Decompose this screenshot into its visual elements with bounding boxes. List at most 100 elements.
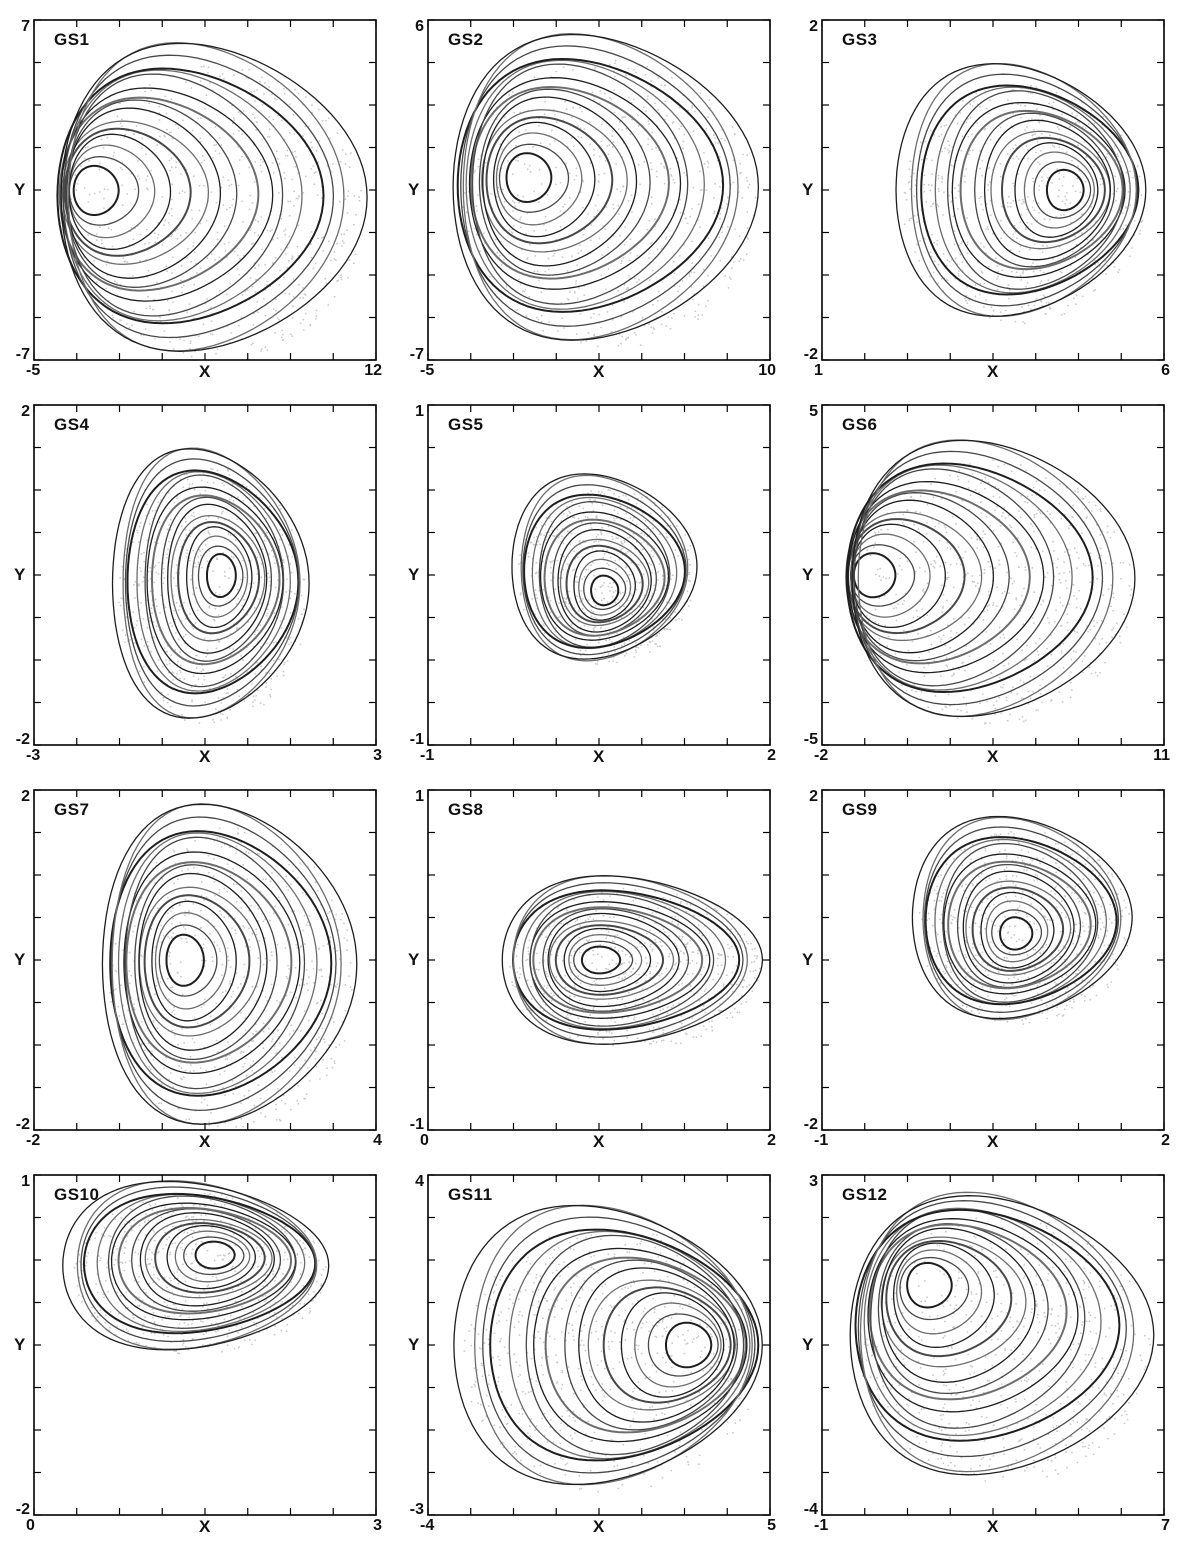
shadow-point [281,337,283,339]
shadow-point [1023,681,1025,683]
shadow-point [260,159,262,161]
shadow-point [170,131,172,133]
shadow-point [124,134,126,136]
shadow-point [694,316,696,318]
shadow-point [1041,180,1043,182]
shadow-point [1027,691,1029,693]
shadow-point [266,518,268,520]
shadow-point [137,160,139,162]
shadow-point [755,197,757,199]
shadow-point [1036,513,1038,515]
shadow-point [986,516,988,518]
shadow-point [283,663,285,665]
shadow-point [204,999,206,1001]
shadow-point [577,136,579,138]
shadow-point [175,632,177,634]
shadow-point [188,487,190,489]
shadow-point [568,510,570,512]
shadow-point [1038,202,1040,204]
shadow-point [261,348,263,350]
shadow-point [304,915,306,917]
shadow-point [254,533,256,535]
shadow-point [139,526,141,528]
shadow-point [179,678,181,680]
shadow-point [934,560,936,562]
shadow-point [286,578,288,580]
shadow-point [226,692,228,694]
shadow-point [350,152,352,154]
shadow-point [277,1030,279,1032]
shadow-point [1021,595,1023,597]
shadow-point [569,197,571,199]
shadow-point [580,313,582,315]
shadow-point [938,136,940,138]
shadow-point [229,647,231,649]
shadow-point [698,304,700,306]
shadow-point [240,907,242,909]
shadow-point [898,671,900,673]
shadow-point [732,126,734,128]
shadow-point [1008,515,1010,517]
shadow-point [698,314,700,316]
shadow-point [938,190,940,192]
shadow-point [140,570,142,572]
shadow-point [155,598,157,600]
shadow-point [652,556,654,558]
shadow-point [611,135,613,137]
shadow-point [1031,494,1033,496]
shadow-point [286,886,288,888]
shadow-point [1066,192,1068,194]
shadow-point [223,888,225,890]
shadow-point [650,513,652,515]
shadow-point [1093,166,1095,168]
y-axis-label: Y [802,565,813,585]
shadow-point [180,665,182,667]
chart-panel-gs6: GS6 X Y -2 11 -5 5 [822,405,1164,745]
shadow-point [183,352,185,354]
shadow-point [1039,685,1041,687]
shadow-point [1008,298,1010,300]
shadow-point [1093,620,1095,622]
shadow-point [582,207,584,209]
shadow-point [224,225,226,227]
shadow-point [1020,246,1022,248]
shadow-point [651,196,653,198]
shadow-point [1101,555,1103,557]
shadow-point [1007,206,1009,208]
shadow-point [988,481,990,483]
shadow-point [1034,305,1036,307]
shadow-point [195,622,197,624]
shadow-point [993,530,995,532]
shadow-point [106,264,108,266]
shadow-point [714,183,716,185]
shadow-point [968,617,970,619]
shadow-point [1088,501,1090,503]
shadow-point [941,278,943,280]
shadow-point [341,245,343,247]
shadow-point [165,265,167,267]
shadow-point [1046,302,1048,304]
shadow-point [340,277,342,279]
shadow-point [956,632,958,634]
shadow-point [689,572,691,574]
shadow-point [558,602,560,604]
shadow-point [291,179,293,181]
shadow-point [615,568,617,570]
shadow-point [202,669,204,671]
shadow-point [531,598,533,600]
shadow-point [947,547,949,549]
shadow-point [289,1033,291,1035]
shadow-point [621,260,623,262]
shadow-point [933,272,935,274]
shadow-point [566,108,568,110]
shadow-point [915,691,917,693]
shadow-point [327,943,329,945]
shadow-point [1035,86,1037,88]
shadow-point [1067,305,1069,307]
shadow-point [1110,537,1112,539]
shadow-point [226,293,228,295]
shadow-point [346,229,348,231]
shadow-point [672,122,674,124]
shadow-point [177,1044,179,1046]
shadow-point [215,708,217,710]
